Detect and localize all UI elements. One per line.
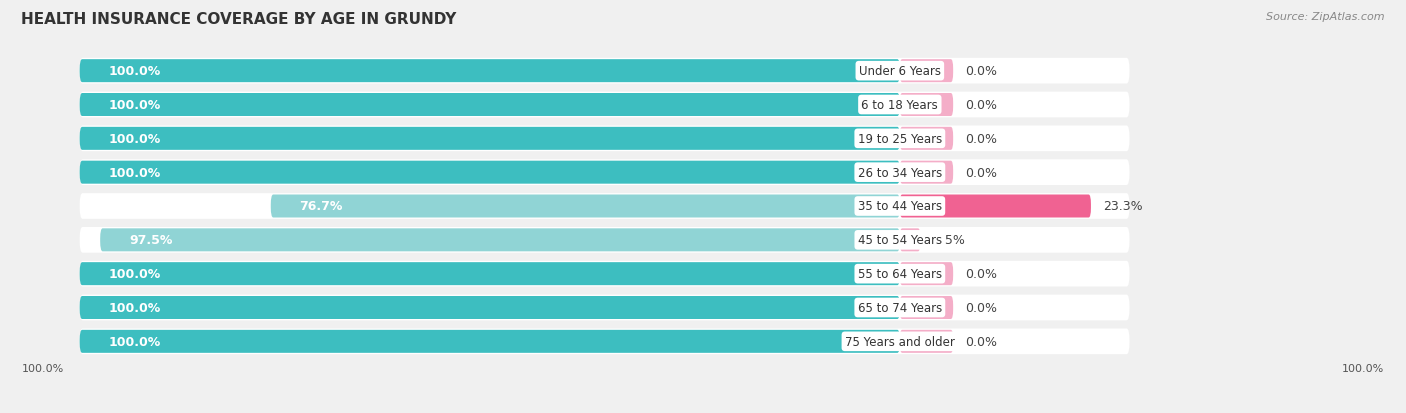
Text: 65 to 74 Years: 65 to 74 Years [858, 301, 942, 314]
FancyBboxPatch shape [80, 160, 1129, 185]
FancyBboxPatch shape [80, 296, 900, 319]
Text: 0.0%: 0.0% [966, 335, 997, 348]
Text: 55 to 64 Years: 55 to 64 Years [858, 268, 942, 280]
FancyBboxPatch shape [80, 295, 1129, 320]
FancyBboxPatch shape [80, 194, 1129, 219]
Text: 0.0%: 0.0% [966, 301, 997, 314]
FancyBboxPatch shape [80, 330, 900, 353]
FancyBboxPatch shape [900, 128, 953, 150]
FancyBboxPatch shape [80, 93, 1129, 118]
FancyBboxPatch shape [80, 60, 900, 83]
Text: Under 6 Years: Under 6 Years [859, 65, 941, 78]
FancyBboxPatch shape [80, 261, 1129, 287]
Text: 19 to 25 Years: 19 to 25 Years [858, 133, 942, 145]
Text: 0.0%: 0.0% [966, 166, 997, 179]
FancyBboxPatch shape [80, 228, 1129, 253]
FancyBboxPatch shape [80, 329, 1129, 354]
FancyBboxPatch shape [80, 94, 900, 117]
Text: 35 to 44 Years: 35 to 44 Years [858, 200, 942, 213]
Text: 6 to 18 Years: 6 to 18 Years [862, 99, 938, 112]
Text: Source: ZipAtlas.com: Source: ZipAtlas.com [1267, 12, 1385, 22]
Text: 100.0%: 100.0% [108, 65, 160, 78]
Text: 100.0%: 100.0% [108, 133, 160, 145]
Text: 100.0%: 100.0% [108, 166, 160, 179]
FancyBboxPatch shape [80, 126, 1129, 152]
Text: 100.0%: 100.0% [108, 99, 160, 112]
Text: 0.0%: 0.0% [966, 99, 997, 112]
Text: 100.0%: 100.0% [22, 363, 65, 373]
Text: 75 Years and older: 75 Years and older [845, 335, 955, 348]
Text: 100.0%: 100.0% [108, 268, 160, 280]
Text: 100.0%: 100.0% [108, 301, 160, 314]
FancyBboxPatch shape [100, 229, 900, 252]
Text: 23.3%: 23.3% [1104, 200, 1143, 213]
FancyBboxPatch shape [900, 195, 1091, 218]
Text: HEALTH INSURANCE COVERAGE BY AGE IN GRUNDY: HEALTH INSURANCE COVERAGE BY AGE IN GRUN… [21, 12, 457, 27]
Text: 0.0%: 0.0% [966, 65, 997, 78]
Text: 100.0%: 100.0% [108, 335, 160, 348]
FancyBboxPatch shape [900, 296, 953, 319]
Text: 100.0%: 100.0% [1341, 363, 1384, 373]
Text: 76.7%: 76.7% [299, 200, 343, 213]
FancyBboxPatch shape [900, 263, 953, 285]
Text: 2.5%: 2.5% [932, 234, 965, 247]
Text: 0.0%: 0.0% [966, 133, 997, 145]
FancyBboxPatch shape [80, 263, 900, 285]
FancyBboxPatch shape [900, 229, 921, 252]
Text: 97.5%: 97.5% [129, 234, 173, 247]
Text: 0.0%: 0.0% [966, 268, 997, 280]
FancyBboxPatch shape [80, 59, 1129, 84]
FancyBboxPatch shape [80, 128, 900, 150]
FancyBboxPatch shape [900, 60, 953, 83]
Text: 45 to 54 Years: 45 to 54 Years [858, 234, 942, 247]
FancyBboxPatch shape [900, 161, 953, 184]
FancyBboxPatch shape [900, 94, 953, 117]
FancyBboxPatch shape [900, 330, 953, 353]
FancyBboxPatch shape [271, 195, 900, 218]
FancyBboxPatch shape [80, 161, 900, 184]
Text: 26 to 34 Years: 26 to 34 Years [858, 166, 942, 179]
